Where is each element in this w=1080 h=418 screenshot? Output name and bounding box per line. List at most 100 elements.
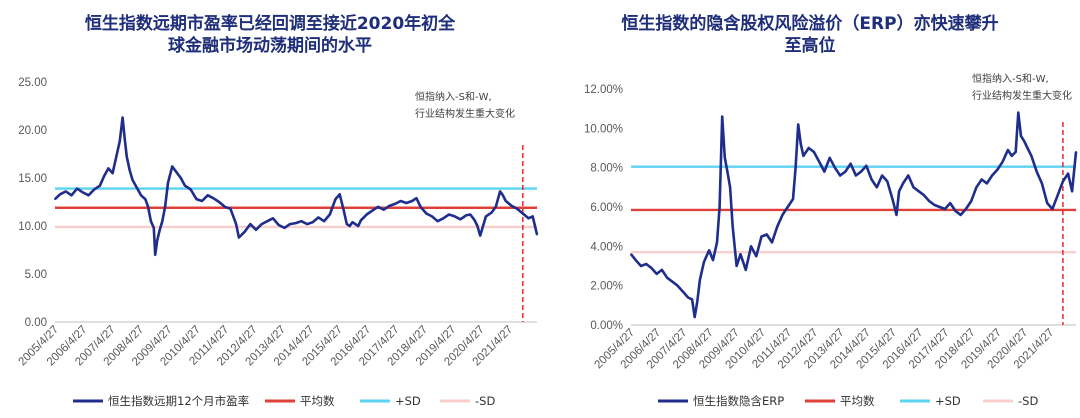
erp-data-point [1022,139,1025,142]
erp-data-point [731,225,734,228]
pe-data-point [189,188,192,191]
pe-y-tick-label: 20.00 [18,125,47,137]
erp-data-point [813,151,815,153]
pe-chart-svg: 0.00 5.00 10.00 15.00 20.00 25.00 恒指纳入-S和-W, 行业… [16,77,539,408]
erp-data-point [634,259,637,261]
pe-data-point [283,227,286,229]
pe-data-point [338,193,341,196]
erp-data-point [640,265,642,267]
erp-data-point [696,300,699,303]
erp-data-point [771,241,773,244]
pe-data-point [195,198,198,201]
erp-legend-label: 恒生指数隐含ERP [693,394,784,408]
pe-data-point [473,219,476,222]
erp-data-point [898,190,901,193]
pe-legend-label: +SD [395,394,421,408]
erp-annotation-line: 行业结构发生重大变化 [972,89,1072,102]
erp-data-point [854,174,857,177]
pe-data-point [147,205,150,208]
erp-data-point [729,186,731,189]
pe-data-point [272,217,274,220]
pe-data-point [232,215,235,218]
pe-data-point [175,171,178,174]
pe-data-point [388,204,391,207]
erp-data-point [1026,147,1029,149]
pe-data-point [218,201,220,203]
pe-data-point [323,220,326,223]
pe-data-point [243,230,246,233]
pe-data-point [360,219,362,222]
pe-data-point [351,221,354,224]
pe-data-point [521,212,524,215]
pe-data-point [64,190,67,193]
pe-data-point [294,222,297,225]
erp-data-point [849,162,852,165]
pe-data-point [161,220,164,223]
pe-data-point [201,200,203,202]
pe-y-tick-label: 5.00 [25,269,47,281]
pe-data-point [469,213,472,216]
pe-data-point [121,116,124,119]
erp-data-point [839,174,842,177]
pe-data-point [382,208,385,211]
pe-data-point [510,204,513,207]
pe-data-point [154,253,157,256]
erp-data-point [1030,154,1033,157]
pe-y-tick-label: 25.00 [18,77,47,89]
pe-data-point [107,167,110,170]
erp-data-point [666,276,669,279]
pe-data-point [502,194,504,197]
erp-data-point [687,296,690,299]
erp-data-point [799,143,802,145]
erp-data-point [681,290,684,293]
erp-data-point [776,225,779,228]
pe-data-point [164,205,167,208]
erp-data-point [991,174,994,177]
erp-data-point [708,249,710,252]
erp-data-point [797,123,800,126]
erp-data-point [1061,180,1064,183]
pe-data-point [436,220,439,223]
erp-data-point [865,164,868,167]
pe-data-point [465,214,467,217]
erp-chart-svg: 0.00% 2.00% 4.00% 6.00% 8.00% 10.00% 12.00% 恒指纳… [584,72,1078,408]
erp-data-point [996,168,999,171]
pe-data-point [249,223,252,225]
erp-data-point [1014,151,1017,153]
pe-data-point [317,216,320,219]
pe-data-point [348,225,351,227]
pe-data-point [394,203,396,205]
pe-data-point [277,224,280,226]
pe-y-tick-label: 15.00 [18,173,47,185]
pe-data-point [118,140,121,143]
pe-data-point [419,205,422,208]
erp-y-tick-label: 8.00% [590,163,623,175]
pe-data-point [431,215,433,218]
erp-data-point [1035,170,1038,173]
erp-data-point [1075,151,1077,153]
pe-data-point [289,223,291,225]
erp-legend-label: -SD [1018,394,1038,408]
erp-data-point [750,245,752,248]
pe-y-tick-label: 10.00 [18,221,47,233]
erp-data-point [739,253,742,256]
erp-legend-label: 平均数 [840,394,875,408]
erp-y-tick-label: 4.00% [590,241,623,253]
pe-data-point [334,198,337,201]
erp-data-point [833,166,836,169]
erp-data-point [765,233,768,236]
pe-legend-label: 恒生指数远期12个月市盈率 [108,394,249,408]
erp-data-point [807,147,810,149]
pe-annotation-line: 行业结构发生重大变化 [415,107,515,120]
erp-data-point [1006,149,1009,151]
erp-data-point [693,316,696,319]
erp-data-point [1020,135,1022,138]
erp-data-point [676,284,679,287]
pe-data-point [405,202,408,204]
pe-data-point [377,205,379,208]
erp-data-point [844,170,847,173]
erp-data-point [1056,194,1059,197]
pe-data-point [235,223,238,225]
pe-data-point [504,200,507,202]
pe-legend-label: -SD [475,394,495,408]
